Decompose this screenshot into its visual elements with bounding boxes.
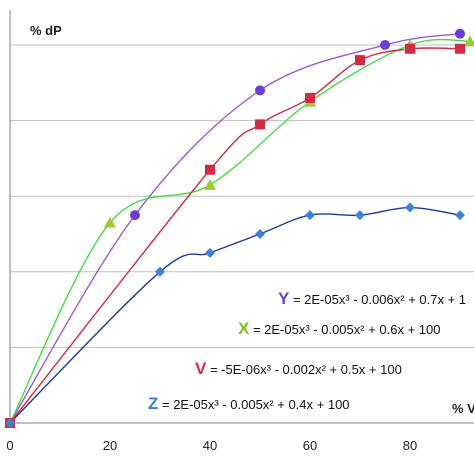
x-tick-label: 0 bbox=[6, 438, 13, 453]
trend-curve-v bbox=[9, 47, 461, 424]
x-tick-label: 80 bbox=[403, 438, 417, 453]
x-tick-label: 40 bbox=[203, 438, 217, 453]
data-point-z bbox=[255, 229, 265, 239]
gridlines bbox=[10, 44, 474, 348]
y-axis-label: % dP bbox=[30, 23, 62, 38]
data-point-v bbox=[205, 164, 215, 175]
equation-text: = 2E-05x³ - 0.006x² + 0.7x + 1 bbox=[289, 292, 466, 307]
equation-letter: Y bbox=[278, 289, 290, 308]
data-point-y bbox=[130, 210, 140, 221]
equation-z: Z = 2E-05x³ - 0.005x² + 0.4x + 100 bbox=[148, 394, 350, 413]
equation-text: = 2E-05x³ - 0.005x² + 0.6x + 100 bbox=[249, 322, 440, 337]
data-point-y bbox=[380, 40, 390, 50]
x-tick-label: 20 bbox=[103, 438, 117, 453]
x-tick-label: 60 bbox=[303, 438, 317, 453]
equation-text: = 2E-05x³ - 0.005x² + 0.4x + 100 bbox=[158, 397, 349, 412]
data-point-x bbox=[464, 35, 474, 47]
equation-letter: Z bbox=[148, 394, 158, 413]
x-tick-labels: 0 20 40 60 80 bbox=[6, 438, 417, 453]
equation-letter: V bbox=[195, 359, 207, 378]
equation-labels: Y = 2E-05x³ - 0.006x² + 0.7x + 1 X = 2E-0… bbox=[148, 289, 466, 413]
data-point-z bbox=[455, 210, 465, 221]
x-axis-label: % V bbox=[452, 401, 474, 416]
data-point-z bbox=[405, 202, 415, 213]
data-point-z bbox=[205, 247, 215, 258]
equation-text: = -5E-06x³ - 0.002x² + 0.5x + 100 bbox=[206, 362, 401, 377]
equation-x: X = 2E-05x³ - 0.005x² + 0.6x + 100 bbox=[238, 319, 440, 338]
equation-y: Y = 2E-05x³ - 0.006x² + 0.7x + 1 bbox=[278, 289, 466, 308]
data-point-v bbox=[255, 119, 265, 130]
data-point-v bbox=[405, 43, 415, 54]
equation-letter: X bbox=[238, 319, 250, 338]
data-point-z bbox=[155, 266, 165, 277]
equation-v: V = -5E-06x³ - 0.002x² + 0.5x + 100 bbox=[195, 359, 402, 378]
data-point-x bbox=[204, 178, 216, 190]
data-point-x bbox=[104, 216, 116, 228]
data-point-v bbox=[305, 92, 315, 103]
data-markers bbox=[4, 28, 474, 428]
data-point-v bbox=[355, 55, 365, 66]
data-point-y bbox=[455, 28, 465, 39]
data-point-z bbox=[5, 418, 15, 428]
data-point-z bbox=[305, 210, 315, 221]
axes bbox=[9, 10, 474, 424]
data-point-v bbox=[455, 43, 465, 54]
data-point-z bbox=[355, 210, 365, 221]
data-point-y bbox=[255, 85, 265, 96]
